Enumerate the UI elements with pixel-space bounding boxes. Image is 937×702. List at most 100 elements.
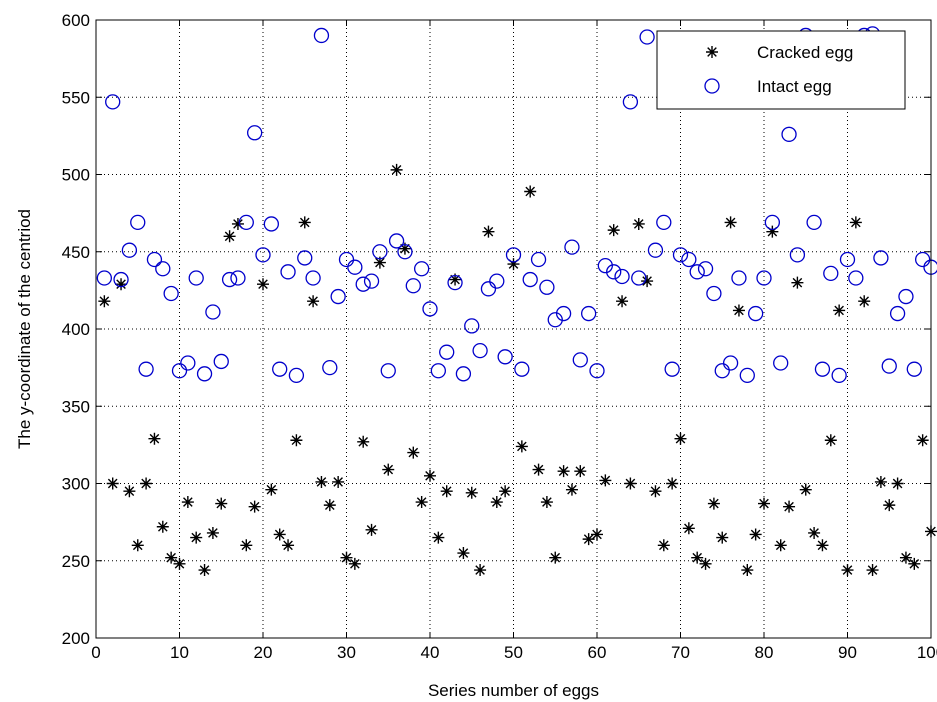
- intact-egg-point: [413, 261, 430, 277]
- cracked-egg-point: [507, 258, 520, 271]
- cracked-egg-point: [265, 483, 278, 496]
- cracked-egg-point: [115, 278, 128, 291]
- cracked-egg-point: [532, 463, 545, 476]
- cracked-egg-point: [474, 564, 487, 577]
- intact-egg-point: [589, 363, 605, 379]
- intact-egg-point: [656, 214, 672, 231]
- cracked-egg-point: [766, 225, 779, 238]
- cracked-egg-point: [123, 485, 136, 498]
- intact-egg-point: [814, 361, 831, 377]
- intact-egg-point: [606, 264, 622, 280]
- intact-egg-point: [597, 258, 613, 274]
- cracked-egg-point: [148, 432, 161, 445]
- cracked-egg-point: [440, 485, 453, 498]
- cracked-egg-point: [424, 469, 436, 482]
- cracked-egg-point: [315, 475, 328, 488]
- intact-egg-point: [213, 353, 229, 370]
- cracked-egg-point: [165, 551, 178, 564]
- intact-egg-point: [706, 285, 722, 302]
- cracked-egg-point: [783, 500, 796, 513]
- intact-egg-point: [472, 342, 488, 359]
- cracked-egg-point: [707, 497, 720, 510]
- intact-egg-point: [539, 279, 555, 295]
- intact-egg-point: [831, 367, 847, 384]
- series-intact-egg: [96, 26, 937, 384]
- cracked-egg-point: [849, 216, 862, 229]
- intact-egg-point: [572, 352, 588, 368]
- cracked-egg-point: [223, 230, 236, 243]
- intact-egg-point: [96, 270, 112, 286]
- intact-egg-point: [422, 301, 438, 317]
- intact-egg-point: [639, 29, 655, 45]
- cracked-egg-point: [883, 499, 896, 512]
- intact-egg-point: [180, 355, 196, 371]
- cracked-egg-point: [607, 224, 620, 237]
- cracked-egg-point: [273, 528, 286, 541]
- legend: Cracked egg Intact egg: [656, 30, 906, 110]
- x-tick-label: 10: [170, 643, 189, 662]
- cracked-egg-point: [131, 539, 144, 552]
- axis-ticks: 0 10 20 30 40 50 60 70 80 90 100 200 250 300 350 400 450…: [62, 11, 937, 662]
- cracked-egg-point: [215, 497, 228, 510]
- cracked-egg-point: [591, 528, 603, 541]
- intact-egg-point: [272, 361, 288, 377]
- intact-egg-point: [631, 270, 647, 286]
- cracked-egg-point: [357, 435, 370, 448]
- y-tick-label: 600: [62, 11, 90, 30]
- y-tick-label: 450: [62, 243, 90, 262]
- intact-egg-point: [130, 214, 146, 231]
- intact-egg-point: [155, 261, 171, 277]
- intact-egg-point: [405, 278, 421, 294]
- intact-egg-point: [514, 361, 530, 377]
- cracked-egg-point: [499, 485, 512, 498]
- y-tick-label: 500: [62, 166, 90, 185]
- intact-egg-point: [297, 250, 313, 266]
- legend-label: Intact egg: [757, 77, 832, 96]
- intact-egg-point: [773, 355, 789, 371]
- intact-egg-point: [848, 270, 864, 286]
- intact-egg-point: [722, 355, 739, 371]
- intact-egg-point: [564, 239, 580, 255]
- cracked-egg-point: [106, 477, 119, 490]
- x-tick-label: 50: [504, 643, 523, 662]
- cracked-egg-point: [323, 499, 336, 512]
- cracked-egg-point: [240, 539, 253, 552]
- cracked-egg-point: [808, 526, 821, 539]
- x-tick-label: 30: [337, 643, 356, 662]
- cracked-egg-point: [156, 520, 169, 533]
- cracked-egg-point: [833, 304, 846, 317]
- intact-egg-point: [555, 305, 572, 322]
- x-tick-label: 20: [254, 643, 273, 662]
- cracked-egg-point: [758, 497, 770, 510]
- intact-egg-point: [121, 242, 138, 258]
- intact-egg-point: [614, 268, 630, 285]
- cracked-egg-point: [866, 564, 879, 577]
- cracked-egg-point: [674, 432, 687, 445]
- cracked-egg-point: [874, 475, 887, 488]
- cracked-egg-point: [340, 551, 353, 564]
- cracked-egg-point: [231, 217, 244, 230]
- cracked-egg-point: [206, 526, 219, 539]
- intact-egg-point: [497, 349, 513, 365]
- intact-egg-point: [263, 216, 280, 232]
- intact-egg-point: [171, 363, 188, 379]
- cracked-egg-point: [332, 475, 345, 488]
- intact-egg-point: [313, 27, 330, 44]
- intact-egg-point: [823, 265, 839, 282]
- x-tick-label: 90: [838, 643, 857, 662]
- cracked-egg-point: [582, 533, 595, 546]
- intact-egg-point: [338, 251, 355, 268]
- intact-egg-point: [889, 305, 906, 322]
- intact-egg-point: [330, 288, 346, 305]
- y-tick-label: 250: [62, 552, 90, 571]
- cracked-egg-point: [173, 557, 186, 570]
- cracked-egg-point: [248, 500, 261, 513]
- cracked-egg-point: [799, 483, 812, 496]
- cracked-egg-point: [365, 523, 378, 536]
- intact-egg-point: [372, 244, 388, 260]
- cracked-egg-point: [524, 185, 537, 198]
- cracked-egg-point: [140, 477, 153, 490]
- cracked-egg-point: [348, 557, 361, 570]
- cracked-egg-point: [908, 557, 921, 570]
- cracked-egg-point: [774, 539, 787, 552]
